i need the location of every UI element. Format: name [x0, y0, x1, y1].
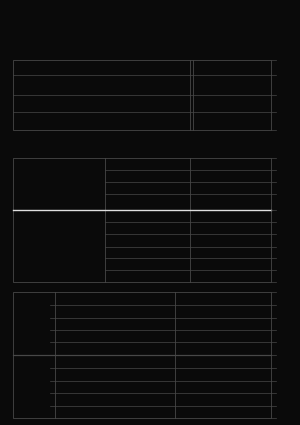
Bar	[13, 60, 271, 130]
Bar	[13, 292, 271, 418]
Bar	[13, 158, 271, 282]
